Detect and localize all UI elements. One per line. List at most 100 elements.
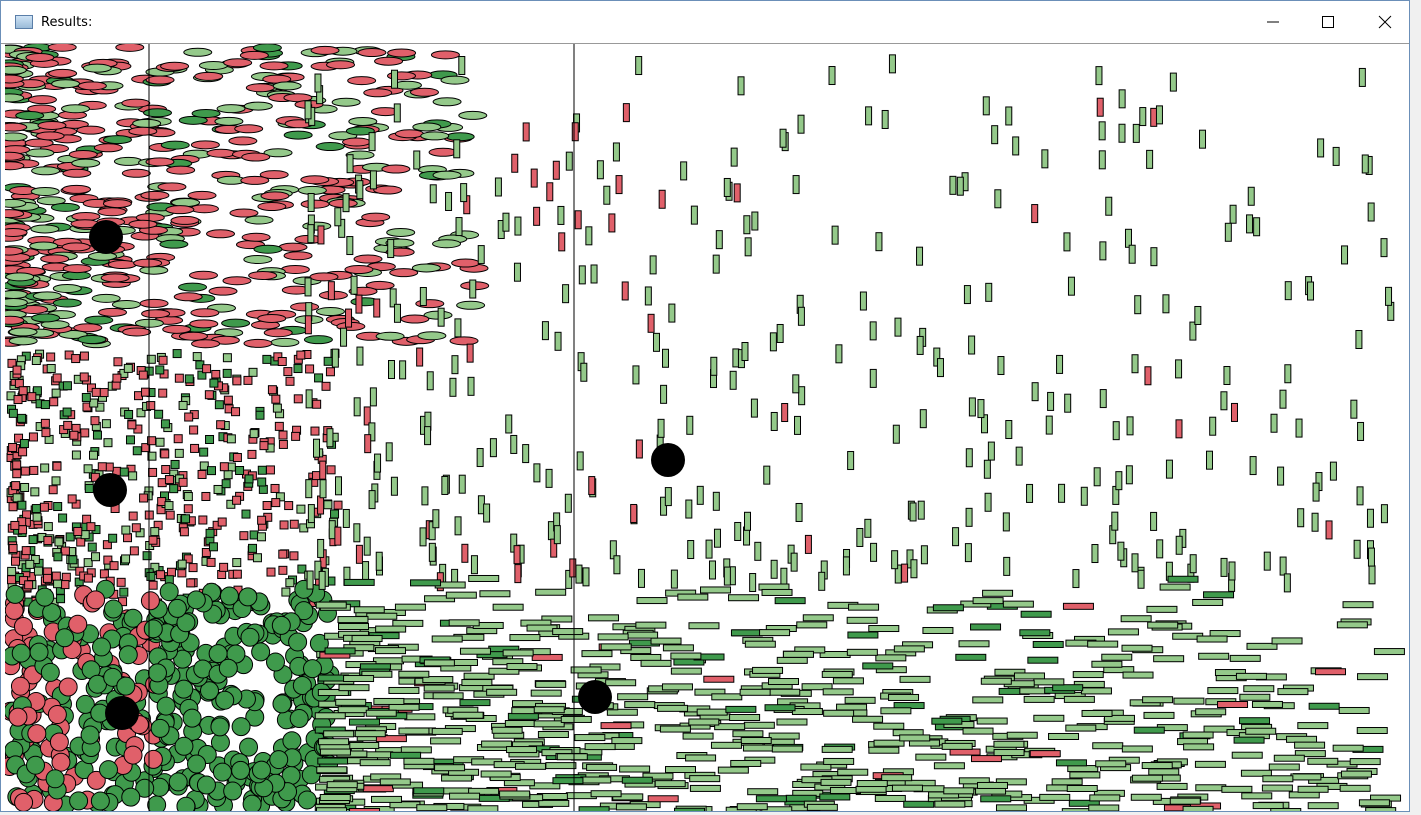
vertical-marker (363, 406, 371, 426)
horizontal-marker (1217, 701, 1249, 709)
ellipse-marker (430, 50, 460, 60)
horizontal-marker (729, 713, 761, 721)
vertical-marker (705, 539, 713, 559)
vertical-marker (792, 175, 800, 195)
vertical-marker (541, 321, 549, 341)
square-marker (8, 408, 18, 418)
square-marker (43, 536, 53, 546)
horizontal-marker (491, 726, 523, 734)
ellipse-marker (5, 209, 25, 219)
horizontal-marker (422, 676, 454, 684)
square-marker (161, 465, 171, 475)
vertical-marker (894, 317, 902, 337)
ellipse-marker (37, 120, 67, 130)
ellipse-marker (190, 308, 220, 318)
horizontal-marker (398, 727, 430, 735)
horizontal-marker (1167, 575, 1199, 583)
square-marker (39, 502, 49, 512)
horizontal-marker (1231, 751, 1263, 759)
horizontal-marker (1063, 695, 1095, 703)
vertical-marker (314, 73, 322, 93)
horizontal-marker (1239, 693, 1271, 701)
horizontal-marker (1270, 808, 1302, 811)
horizontal-marker (448, 619, 480, 627)
square-marker (148, 580, 158, 590)
horizontal-marker (620, 647, 652, 655)
horizontal-marker (504, 720, 536, 728)
square-marker (293, 364, 303, 374)
circle-marker (176, 613, 196, 633)
vertical-marker (1361, 154, 1369, 174)
vertical-marker (1150, 247, 1158, 267)
vertical-marker (1015, 446, 1023, 466)
square-marker (43, 573, 53, 583)
vertical-marker (917, 500, 925, 520)
vertical-marker (369, 170, 377, 190)
horizontal-marker (392, 619, 424, 627)
horizontal-marker (1221, 785, 1253, 793)
horizontal-marker (771, 745, 803, 753)
vertical-marker (391, 69, 399, 89)
ellipse-marker (394, 129, 424, 139)
ellipse-marker (348, 116, 378, 126)
horizontal-marker (486, 688, 518, 696)
horizontal-marker (1153, 655, 1185, 663)
vertical-marker (304, 277, 312, 297)
square-marker (142, 551, 152, 561)
horizontal-marker (659, 725, 691, 733)
square-marker (7, 575, 17, 585)
horizontal-marker (1252, 802, 1284, 810)
square-marker (99, 569, 109, 579)
horizontal-marker (710, 741, 742, 749)
horizontal-marker (506, 746, 538, 754)
ellipse-marker (300, 175, 330, 185)
horizontal-marker (725, 705, 757, 713)
maximize-button[interactable] (1305, 1, 1351, 43)
vertical-marker (1224, 222, 1232, 242)
horizontal-marker (962, 727, 994, 735)
ellipse-marker (132, 118, 162, 128)
ellipse-marker (344, 265, 374, 275)
vertical-marker (790, 552, 798, 572)
ellipse-marker (244, 215, 274, 225)
vertical-marker (842, 556, 850, 576)
vertical-marker (888, 54, 896, 74)
horizontal-marker (587, 614, 619, 622)
ellipse-marker (157, 182, 187, 192)
vertical-marker (1064, 393, 1072, 413)
square-marker (83, 558, 93, 568)
square-marker (80, 428, 90, 438)
vertical-marker (466, 343, 474, 363)
vertical-marker (750, 398, 758, 418)
ellipse-marker (73, 323, 103, 333)
square-marker (296, 504, 306, 514)
vertical-marker (575, 564, 583, 584)
close-button[interactable] (1362, 1, 1408, 43)
ellipse-marker (409, 87, 439, 97)
horizontal-marker (1229, 654, 1261, 662)
circle-marker (14, 792, 34, 811)
square-marker (51, 476, 61, 486)
vertical-marker (1165, 459, 1173, 479)
horizontal-marker (317, 757, 349, 765)
minimize-button[interactable] (1250, 1, 1296, 43)
ellipse-marker (143, 108, 173, 118)
square-marker (18, 447, 28, 457)
ellipse-marker (61, 242, 91, 252)
horizontal-marker (431, 635, 463, 643)
vertical-marker (374, 453, 382, 473)
horizontal-marker (1023, 695, 1055, 703)
horizontal-marker (1261, 784, 1293, 792)
square-marker (266, 567, 276, 577)
vertical-marker (660, 384, 668, 404)
vertical-marker (794, 415, 802, 435)
ellipse-marker (302, 221, 332, 231)
horizontal-marker (1033, 714, 1065, 722)
vertical-marker (460, 183, 468, 203)
horizontal-marker (1182, 805, 1214, 811)
square-marker (169, 484, 179, 494)
square-marker (28, 432, 38, 442)
vertical-marker (680, 161, 688, 181)
square-marker (84, 484, 94, 494)
horizontal-marker (441, 774, 473, 782)
